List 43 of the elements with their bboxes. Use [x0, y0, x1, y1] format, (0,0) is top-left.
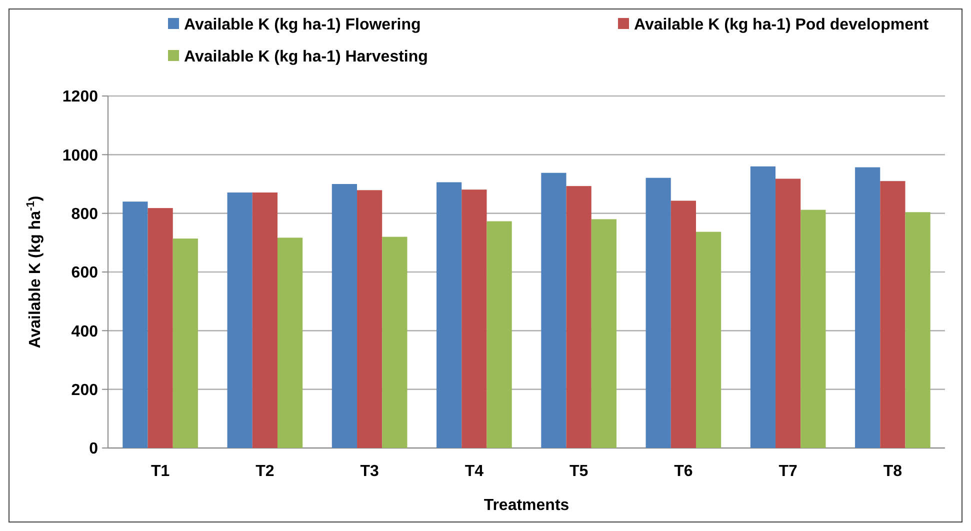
bar	[148, 208, 173, 448]
bar	[462, 190, 487, 448]
bar	[855, 167, 880, 448]
bar	[172, 238, 198, 448]
bar	[122, 202, 148, 448]
bar	[591, 219, 616, 448]
x-tick-label: T1	[150, 463, 170, 480]
bar	[880, 181, 906, 448]
bar	[382, 236, 408, 448]
y-tick-label: 400	[71, 323, 98, 340]
x-axis-title: Treatments	[484, 497, 570, 514]
x-tick-label: T4	[464, 463, 484, 480]
bar	[646, 178, 671, 448]
bar	[800, 210, 826, 448]
legend-label: Available K (kg ha-1) Harvesting	[184, 48, 428, 66]
x-tick-label: T3	[360, 463, 379, 480]
bar	[776, 178, 801, 448]
bar	[252, 192, 278, 448]
y-tick-label: 600	[71, 264, 98, 282]
bar	[486, 221, 512, 448]
x-tick-label: T8	[883, 463, 902, 480]
bar	[227, 192, 252, 448]
bar	[277, 238, 303, 448]
bar	[541, 172, 566, 448]
x-tick-label: T6	[674, 463, 693, 480]
bar	[332, 184, 358, 448]
bar	[750, 166, 776, 448]
y-tick-label: 200	[71, 382, 98, 399]
y-tick-label: 800	[71, 206, 98, 223]
legend-label: Available K (kg ha-1) Pod development	[634, 16, 930, 34]
x-tick-label: T7	[778, 463, 798, 480]
y-tick-label: 1200	[62, 88, 98, 106]
bar	[696, 232, 722, 448]
legend-label: Available K (kg ha-1) Flowering	[184, 16, 421, 34]
y-tick-label: 1000	[62, 147, 98, 164]
bar	[905, 212, 930, 448]
x-tick-label: T2	[256, 463, 274, 480]
bar	[436, 182, 462, 448]
bar	[566, 186, 592, 448]
x-tick-label: T5	[569, 463, 588, 480]
bar	[357, 190, 382, 448]
y-tick-label: 0	[89, 440, 98, 458]
bar	[670, 200, 696, 448]
